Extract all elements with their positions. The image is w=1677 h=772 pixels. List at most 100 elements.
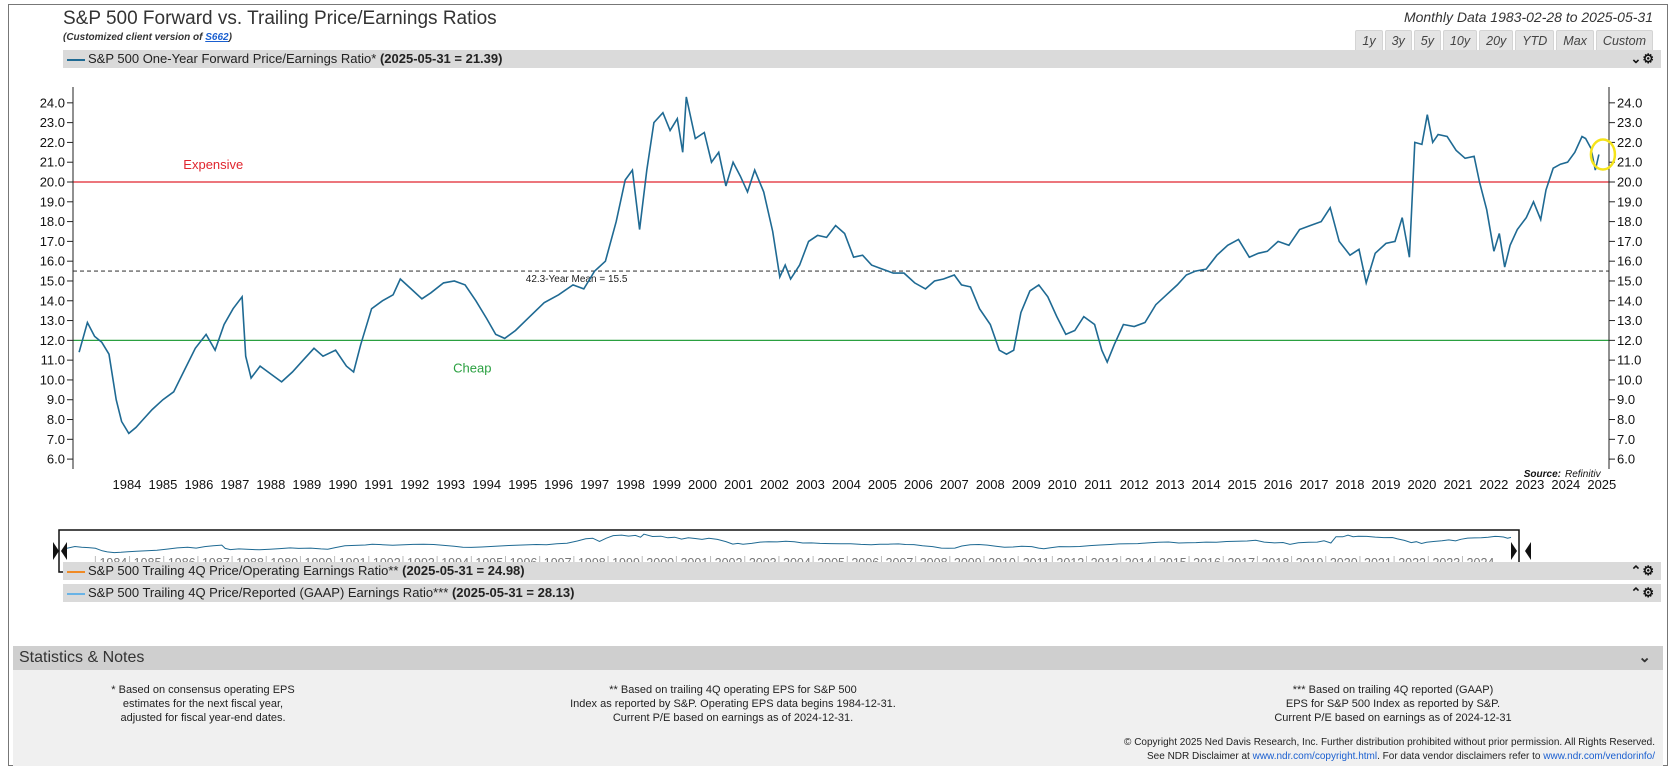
y-tick-label-right: 23.0 bbox=[1617, 115, 1642, 130]
series-bar-trailing-operating[interactable]: S&P 500 Trailing 4Q Price/Operating Earn… bbox=[63, 562, 1661, 580]
note-operating-line: ** Based on trailing 4Q operating EPS fo… bbox=[609, 684, 857, 696]
x-tick-label: 2005 bbox=[868, 477, 897, 489]
x-tick-label: 2001 bbox=[724, 477, 753, 489]
y-tick-label-right: 19.0 bbox=[1617, 194, 1642, 209]
x-tick-label: 1993 bbox=[436, 477, 465, 489]
y-tick-label-left: 18.0 bbox=[40, 214, 65, 229]
y-tick-label-left: 15.0 bbox=[40, 273, 65, 288]
navigator-left-arrow-icon[interactable] bbox=[53, 542, 59, 560]
x-tick-label: 2013 bbox=[1156, 477, 1185, 489]
source-value: Refinitiv bbox=[1565, 469, 1602, 480]
s662-link[interactable]: S662 bbox=[205, 32, 229, 43]
y-tick-label-right: 18.0 bbox=[1617, 214, 1642, 229]
x-tick-label: 2022 bbox=[1479, 477, 1508, 489]
x-tick-label: 2010 bbox=[1048, 477, 1077, 489]
source-label: Source: bbox=[1524, 469, 1561, 480]
notes-panel: * Based on consensus operating EPS estim… bbox=[13, 670, 1663, 766]
y-tick-label-right: 16.0 bbox=[1617, 254, 1642, 269]
range-button-5y[interactable]: 5y bbox=[1413, 30, 1441, 53]
x-tick-label: 2006 bbox=[904, 477, 933, 489]
range-button-ytd[interactable]: YTD bbox=[1515, 30, 1555, 53]
x-tick-label: 1992 bbox=[400, 477, 429, 489]
x-tick-label: 2023 bbox=[1515, 477, 1544, 489]
x-tick-label: 2004 bbox=[832, 477, 861, 489]
vendorinfo-link[interactable]: www.ndr.com/vendorinfo/ bbox=[1543, 751, 1655, 762]
series-value-operating: (2025-05-31 = 24.98) bbox=[402, 563, 525, 578]
y-tick-label-left: 20.0 bbox=[40, 175, 65, 190]
main-chart: Expensive 42.3-Year Mean = 15.5 Cheap 6.0 7… bbox=[40, 87, 1642, 489]
y-tick-label-right: 13.0 bbox=[1617, 313, 1642, 328]
navigator-right-handle-icon[interactable] bbox=[1511, 542, 1517, 560]
note-forward-line: estimates for the next fiscal year, bbox=[122, 698, 284, 710]
series-swatch-gaap bbox=[67, 592, 85, 595]
series-controls-forward[interactable]: ⌄⚙ bbox=[1630, 51, 1655, 66]
y-tick-label-right: 15.0 bbox=[1617, 273, 1642, 288]
statistics-notes-bar[interactable]: Statistics & Notes ⌄ bbox=[13, 646, 1663, 670]
x-tick-label: 1989 bbox=[292, 477, 321, 489]
x-tick-label: 2019 bbox=[1372, 477, 1401, 489]
y-tick-label-left: 24.0 bbox=[40, 95, 65, 110]
navigator-left-handle-icon[interactable] bbox=[61, 542, 67, 560]
y-tick-label-left: 12.0 bbox=[40, 333, 65, 348]
y-tick-label-left: 13.0 bbox=[40, 313, 65, 328]
reference-line-label: 42.3-Year Mean = 15.5 bbox=[526, 274, 628, 285]
x-tick-label: 1994 bbox=[472, 477, 501, 489]
x-tick-label: 2014 bbox=[1192, 477, 1221, 489]
copyright-link[interactable]: www.ndr.com/copyright.html bbox=[1252, 751, 1378, 762]
note-operating: ** Based on trailing 4Q operating EPS fo… bbox=[553, 683, 913, 725]
series-bar-forward-pe[interactable]: S&P 500 One-Year Forward Price/Earnings … bbox=[63, 50, 1661, 68]
note-gaap: *** Based on trailing 4Q reported (GAAP)… bbox=[1243, 683, 1543, 725]
x-tick-label: 2018 bbox=[1336, 477, 1365, 489]
x-tick-label: 1998 bbox=[616, 477, 645, 489]
series-controls-gaap[interactable]: ⌃⚙ bbox=[1630, 585, 1655, 600]
x-tick-label: 1987 bbox=[220, 477, 249, 489]
series-label-forward: S&P 500 One-Year Forward Price/Earnings … bbox=[88, 51, 377, 66]
y-tick-label-left: 9.0 bbox=[47, 392, 65, 407]
x-tick-label: 1996 bbox=[544, 477, 573, 489]
y-tick-label-right: 10.0 bbox=[1617, 372, 1642, 387]
y-tick-label-right: 17.0 bbox=[1617, 234, 1642, 249]
x-tick-label: 2002 bbox=[760, 477, 789, 489]
navigator-right-arrow-icon[interactable] bbox=[1525, 542, 1531, 560]
y-tick-label-left: 14.0 bbox=[40, 293, 65, 308]
x-tick-label: 2007 bbox=[940, 477, 969, 489]
series-bar-trailing-gaap[interactable]: S&P 500 Trailing 4Q Price/Reported (GAAP… bbox=[63, 584, 1661, 602]
x-tick-label: 2024 bbox=[1551, 477, 1580, 489]
copyright-line: © Copyright 2025 Ned Davis Research, Inc… bbox=[1124, 737, 1655, 748]
x-tick-label: 1985 bbox=[148, 477, 177, 489]
note-operating-line: Current P/E based on earnings as of 2024… bbox=[612, 712, 854, 724]
y-tick-label-right: 9.0 bbox=[1617, 392, 1635, 407]
x-tick-label: 2020 bbox=[1407, 477, 1436, 489]
series-value-forward: (2025-05-31 = 21.39) bbox=[379, 51, 503, 66]
copyright: © Copyright 2025 Ned Davis Research, Inc… bbox=[1124, 736, 1655, 764]
data-range-note: Monthly Data 1983-02-28 to 2025-05-31 bbox=[1403, 9, 1653, 25]
x-tick-label: 1986 bbox=[184, 477, 213, 489]
range-button-custom[interactable]: Custom bbox=[1595, 30, 1653, 53]
forward-pe-series-line bbox=[78, 96, 1600, 435]
y-tick-label-right: 20.0 bbox=[1617, 175, 1642, 190]
series-label-gaap: S&P 500 Trailing 4Q Price/Reported (GAAP… bbox=[88, 585, 449, 600]
note-operating-line: Index as reported by S&P. Operating EPS … bbox=[570, 698, 896, 710]
y-tick-label-left: 22.0 bbox=[40, 135, 65, 150]
range-button-3y[interactable]: 3y bbox=[1384, 30, 1412, 53]
x-tick-label: 1999 bbox=[652, 477, 681, 489]
x-tick-label: 2008 bbox=[976, 477, 1005, 489]
note-gaap-line: *** Based on trailing 4Q reported (GAAP) bbox=[1292, 684, 1494, 696]
note-gaap-line: Current P/E based on earnings as of 2024… bbox=[1274, 712, 1512, 724]
x-tick-label: 1995 bbox=[508, 477, 537, 489]
note-forward: * Based on consensus operating EPS estim… bbox=[73, 683, 333, 725]
x-tick-label: 2012 bbox=[1120, 477, 1149, 489]
subtitle: (Customized client version of S662) bbox=[63, 32, 232, 43]
chevron-down-icon[interactable]: ⌄ bbox=[1638, 649, 1651, 666]
x-tick-label: 2016 bbox=[1264, 477, 1293, 489]
y-tick-label-right: 8.0 bbox=[1617, 412, 1635, 427]
series-controls-operating[interactable]: ⌃⚙ bbox=[1630, 563, 1655, 578]
latest-value-circle bbox=[1589, 138, 1617, 171]
disclaimer-middle: . For data vendor disclaimers refer to bbox=[1377, 751, 1544, 762]
y-tick-label-left: 6.0 bbox=[47, 452, 65, 467]
y-tick-label-left: 23.0 bbox=[40, 115, 65, 130]
chart-frame: S&P 500 Forward vs. Trailing Price/Earni… bbox=[8, 4, 1668, 766]
subtitle-prefix: (Customized client version of bbox=[63, 32, 206, 43]
x-tick-label: 1988 bbox=[256, 477, 285, 489]
statistics-notes-title: Statistics & Notes bbox=[19, 649, 145, 666]
